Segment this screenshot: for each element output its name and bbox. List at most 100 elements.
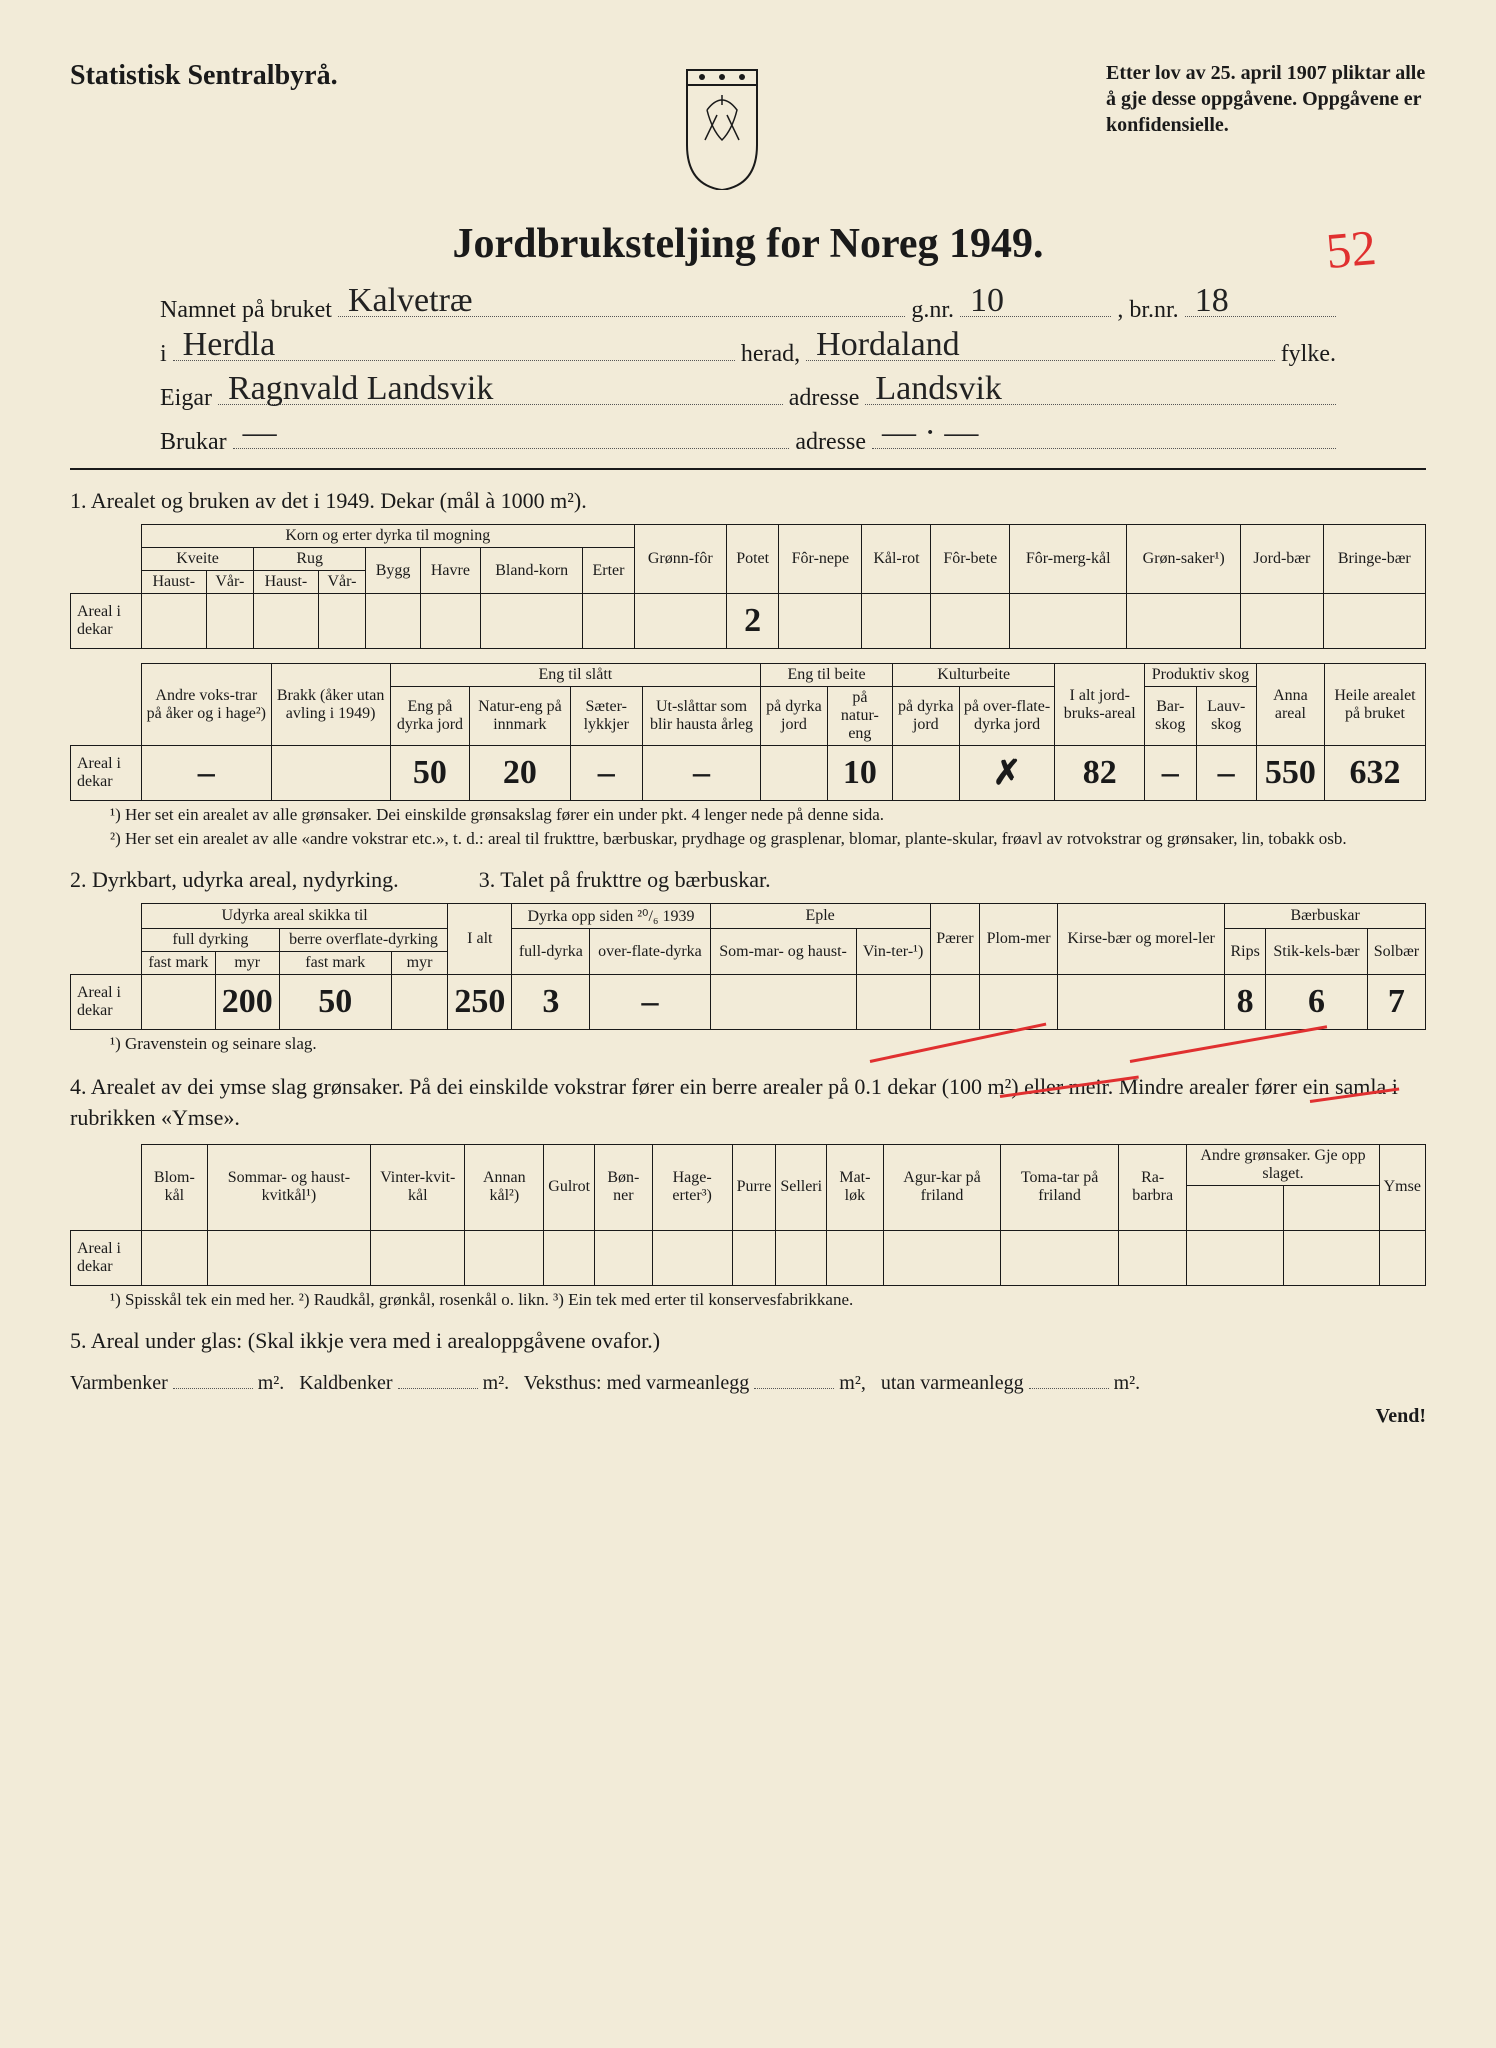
table-cell: 2 <box>726 594 778 649</box>
t4-rowlabel: Areal i dekar <box>71 1230 142 1285</box>
th-barskog: Bar-skog <box>1145 687 1196 746</box>
table-cell <box>207 1230 370 1285</box>
table-cell <box>391 975 448 1030</box>
table-1a: Korn og erter dyrka til mogning Grønn-fô… <box>70 524 1426 649</box>
th-korn-group: Korn og erter dyrka til mogning <box>142 525 635 548</box>
th-utslattar: Ut-slåttar som blir hausta årleg <box>642 687 760 746</box>
th-kv-haust: Haust- <box>142 571 207 594</box>
table-cell: 50 <box>390 746 470 801</box>
value-adresse1: Landsvik <box>875 370 1002 408</box>
footnote-1: ¹) Her set ein arealet av alle grønsaker… <box>110 805 1386 825</box>
lbl-utan: utan varmeanlegg <box>881 1372 1024 1394</box>
label-herad: herad, <box>741 341 800 368</box>
th-fornepe: Fôr-nepe <box>779 525 862 594</box>
th-ialt-jordbruk: I alt jord-bruks-areal <box>1055 664 1145 746</box>
table-cell <box>1283 1230 1379 1285</box>
table-cell <box>1323 594 1425 649</box>
law-text: Etter lov av 25. april 1907 pliktar alle… <box>1106 60 1426 138</box>
th-eng-slaatt: Eng til slått <box>390 664 760 687</box>
th-jordbaer: Jord-bær <box>1241 525 1323 594</box>
footnote-4: ¹) Spisskål tek ein med her. ²) Raudkål,… <box>110 1290 1386 1310</box>
form-line-name: Namnet på bruket Kalvetræ g.nr. 10 , br.… <box>160 288 1336 324</box>
field-varmbenker <box>173 1368 253 1389</box>
th-andre-gronsaker: Andre grønsaker. Gje opp slaget. <box>1187 1144 1379 1185</box>
th-kveite: Kveite <box>142 548 254 571</box>
t1a-rowlabel: Areal i dekar <box>71 594 142 649</box>
th-baerbuskar: Bærbuskar <box>1225 904 1426 929</box>
th-vinterkvitkal: Vinter-kvit-kål <box>371 1144 465 1230</box>
th-erter: Erter <box>583 548 634 594</box>
th-fd-myr: myr <box>215 952 279 975</box>
th-rips: Rips <box>1225 929 1266 975</box>
section1-heading: 1. Arealet og bruken av det i 1949. Deka… <box>70 488 1426 514</box>
table-cell: 82 <box>1055 746 1145 801</box>
th-formergkal: Fôr-merg-kål <box>1010 525 1127 594</box>
th-solbaer: Solbær <box>1367 929 1425 975</box>
table-cell: 250 <box>448 975 512 1030</box>
table-4: Blom-kål Sommar- og haust-kvitkål¹) Vint… <box>70 1144 1426 1286</box>
section2-heading: 2. Dyrkbart, udyrka areal, nydyrking. <box>70 867 399 893</box>
table-cell <box>892 746 959 801</box>
th-hageerter: Hage-erter³) <box>652 1144 732 1230</box>
th-bonner: Bøn-ner <box>595 1144 653 1230</box>
th-stikkelsbaer: Stik-kels-bær <box>1266 929 1368 975</box>
field-kaldbenker <box>398 1368 478 1389</box>
th-berre-overfl: berre overflate-dyrking <box>279 929 448 952</box>
table-cell: 550 <box>1256 746 1324 801</box>
section5-line: Varmbenker m². Kaldbenker m². Veksthus: … <box>70 1368 1426 1395</box>
table-cell <box>1241 594 1323 649</box>
table-cell: 8 <box>1225 975 1266 1030</box>
th-eng-dyrka: Eng på dyrka jord <box>390 687 470 746</box>
th-tomater: Toma-tar på friland <box>1001 1144 1119 1230</box>
value-gnr: 10 <box>970 282 1004 320</box>
th-kulturbeite: Kulturbeite <box>892 664 1054 687</box>
label-fylke: fylke. <box>1281 341 1336 368</box>
th-eng-beite: Eng til beite <box>761 664 893 687</box>
th-heile-areal: Heile arealet på bruket <box>1324 664 1425 746</box>
th-sommarkvitkal: Sommar- og haust-kvitkål¹) <box>207 1144 370 1230</box>
th-andre-1 <box>1187 1185 1283 1230</box>
th-beite-dyrka: på dyrka jord <box>761 687 828 746</box>
form-line-eigar: Eigar Ragnvald Landsvik adresse Landsvik <box>160 376 1336 412</box>
table-cell <box>732 1230 776 1285</box>
table-cell: 200 <box>215 975 279 1030</box>
th-matlok: Mat-løk <box>827 1144 884 1230</box>
th-andre-2 <box>1283 1185 1379 1230</box>
table-cell <box>371 1230 465 1285</box>
table-cell <box>652 1230 732 1285</box>
agency-name: Statistisk Sentralbyrå. <box>70 60 338 92</box>
th-blomkal: Blom-kål <box>142 1144 208 1230</box>
t2-rowlabel: Areal i dekar <box>71 975 142 1030</box>
th-fulldyrka: full-dyrka <box>512 929 590 975</box>
th-plommer: Plom-mer <box>980 904 1058 975</box>
header-row: Statistisk Sentralbyrå. Etter lov av 25.… <box>70 60 1426 190</box>
table-cell <box>142 1230 208 1285</box>
table-cell <box>1187 1230 1283 1285</box>
label-eigar: Eigar <box>160 385 212 412</box>
table-2-3: Udyrka areal skikka til I alt Dyrka opp … <box>70 903 1426 1030</box>
section23-headings: 2. Dyrkbart, udyrka areal, nydyrking. 3.… <box>70 867 1426 893</box>
table-cell <box>420 594 480 649</box>
th-kult-dyrka: på dyrka jord <box>892 687 959 746</box>
section3-heading: 3. Talet på frukttre og bærbuskar. <box>479 867 771 893</box>
value-brnr: 18 <box>1195 282 1229 320</box>
table-cell <box>1058 975 1225 1030</box>
page-title: Jordbruksteljing for Noreg 1949. <box>70 220 1426 268</box>
th-gronnfor: Grønn-fôr <box>634 525 726 594</box>
table-cell <box>1127 594 1241 649</box>
table-cell <box>142 594 207 649</box>
table-cell <box>254 594 319 649</box>
th-kv-vaar: Vår- <box>206 571 254 594</box>
th-fd-fastmark: fast mark <box>142 952 216 975</box>
th-andre-vokstrar: Andre voks-trar på åker og i hage²) <box>142 664 272 746</box>
table-cell <box>930 975 979 1030</box>
th-bringebaer: Bringe-bær <box>1323 525 1425 594</box>
th-saeterlokkjer: Sæter-lykkjer <box>570 687 642 746</box>
table-cell <box>1118 1230 1187 1285</box>
table-cell: 50 <box>279 975 391 1030</box>
value-eigar: Ragnvald Landsvik <box>228 370 493 408</box>
table-cell: – <box>642 746 760 801</box>
table-cell <box>779 594 862 649</box>
table-cell <box>480 594 582 649</box>
value-herad: Hordaland <box>816 326 960 364</box>
